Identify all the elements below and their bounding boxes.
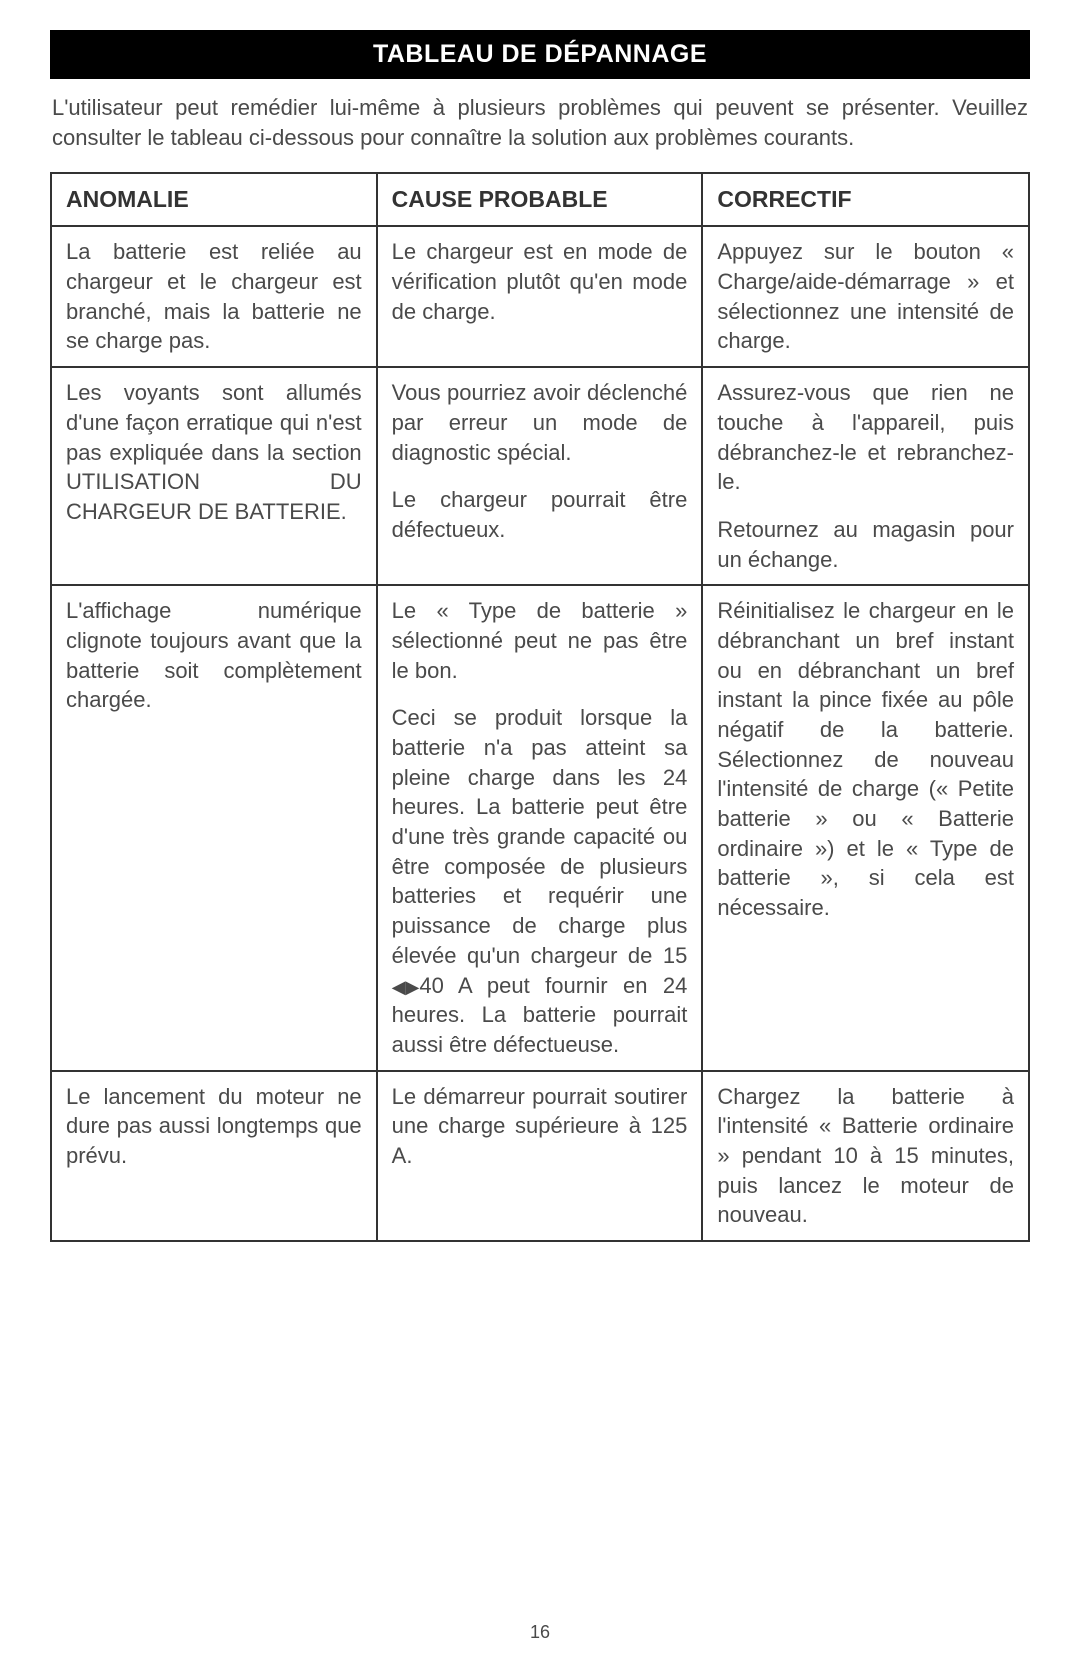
title-text: TABLEAU DE DÉPANNAGE [373,40,707,68]
table-row: La batterie est reliée au chargeur et le… [51,226,1029,367]
col-header-anomalie: ANOMALIE [51,173,377,226]
cause-paragraph: Le « Type de batterie » sélectionné peut… [392,596,688,685]
cell-anomalie: La batterie est reliée au chargeur et le… [51,226,377,367]
troubleshooting-table: ANOMALIE CAUSE PROBABLE CORRECTIF La bat… [50,172,1030,1242]
table-row: Les voyants sont allumés d'une façon err… [51,367,1029,585]
arrows-icon: ◀▶ [392,975,420,999]
cell-cause: Le « Type de batterie » sélectionné peut… [377,585,703,1070]
cause-text-post: 40 A peut fournir en 24 heures. La batte… [392,973,688,1057]
correctif-paragraph: Assurez-vous que rien ne touche à l'appa… [717,378,1014,497]
intro-paragraph: L'utilisateur peut remédier lui-même à p… [52,93,1028,152]
table-row: Le lancement du moteur ne dure pas aussi… [51,1071,1029,1241]
title-bar: TABLEAU DE DÉPANNAGE [50,30,1030,79]
cause-text-pre: Ceci se produit lorsque la batterie n'a … [392,705,688,968]
cell-correctif: Assurez-vous que rien ne touche à l'appa… [702,367,1029,585]
cause-paragraph: Vous pourriez avoir déclenché par erreur… [392,378,688,467]
cell-anomalie: L'affichage numérique clignote toujours … [51,585,377,1070]
cell-correctif: Réinitialisez le chargeur en le débranch… [702,585,1029,1070]
cause-paragraph: Le chargeur pourrait être défectueux. [392,485,688,544]
table-header-row: ANOMALIE CAUSE PROBABLE CORRECTIF [51,173,1029,226]
cell-correctif: Chargez la batterie à l'intensité « Batt… [702,1071,1029,1241]
cause-paragraph: Ceci se produit lorsque la batterie n'a … [392,703,688,1059]
cell-anomalie: Les voyants sont allumés d'une façon err… [51,367,377,585]
cell-correctif: Appuyez sur le bouton « Charge/aide-déma… [702,226,1029,367]
cell-cause: Le chargeur est en mode de vérification … [377,226,703,367]
cell-cause: Vous pourriez avoir déclenché par erreur… [377,367,703,585]
cell-cause: Le démarreur pourrait soutirer une charg… [377,1071,703,1241]
page-root: TABLEAU DE DÉPANNAGE L'utilisateur peut … [0,0,1080,1669]
correctif-paragraph: Retournez au magasin pour un échange. [717,515,1014,574]
col-header-correctif: CORRECTIF [702,173,1029,226]
table-row: L'affichage numérique clignote toujours … [51,585,1029,1070]
cell-anomalie: Le lancement du moteur ne dure pas aussi… [51,1071,377,1241]
col-header-cause: CAUSE PROBABLE [377,173,703,226]
page-number: 16 [0,1622,1080,1643]
